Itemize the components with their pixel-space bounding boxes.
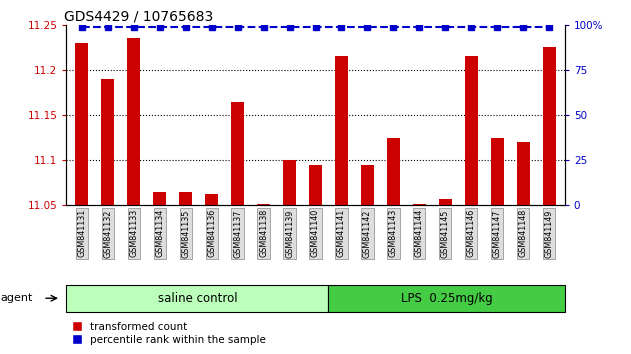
Text: GSM841145: GSM841145	[441, 209, 450, 258]
Text: GSM841140: GSM841140	[311, 209, 320, 257]
Text: LPS  0.25mg/kg: LPS 0.25mg/kg	[401, 292, 492, 305]
Text: GSM841149: GSM841149	[545, 209, 553, 258]
Text: GSM841148: GSM841148	[519, 209, 528, 257]
Bar	[66, 285, 329, 312]
Bar	[75, 43, 88, 205]
Bar	[309, 165, 322, 205]
Text: GSM841132: GSM841132	[103, 209, 112, 258]
Text: GSM841133: GSM841133	[129, 209, 138, 257]
Bar	[153, 192, 166, 205]
Text: GSM841134: GSM841134	[155, 209, 164, 257]
Bar	[231, 102, 244, 205]
Bar	[491, 138, 504, 205]
Text: GSM841136: GSM841136	[207, 209, 216, 257]
Bar	[102, 79, 114, 205]
Text: GSM841141: GSM841141	[337, 209, 346, 257]
Text: GSM841147: GSM841147	[493, 209, 502, 258]
Bar	[179, 192, 192, 205]
Bar	[543, 47, 556, 205]
Bar	[387, 138, 400, 205]
Text: GSM841139: GSM841139	[285, 209, 294, 258]
Text: GSM841142: GSM841142	[363, 209, 372, 258]
Text: GDS4429 / 10765683: GDS4429 / 10765683	[64, 10, 213, 24]
Text: GSM841146: GSM841146	[467, 209, 476, 257]
Bar	[127, 38, 140, 205]
Text: GSM841137: GSM841137	[233, 209, 242, 258]
Bar	[257, 204, 270, 205]
Bar	[335, 56, 348, 205]
Bar	[283, 160, 296, 205]
Text: GSM841144: GSM841144	[415, 209, 424, 257]
Bar	[413, 204, 426, 205]
Bar	[205, 194, 218, 205]
Text: GSM841131: GSM841131	[78, 209, 86, 257]
Text: GSM841138: GSM841138	[259, 209, 268, 257]
Bar	[517, 142, 529, 205]
Text: agent: agent	[0, 293, 32, 303]
Bar	[329, 285, 565, 312]
Bar	[439, 199, 452, 205]
Legend: transformed count, percentile rank within the sample: transformed count, percentile rank withi…	[71, 322, 266, 345]
Bar	[465, 56, 478, 205]
Text: GSM841135: GSM841135	[181, 209, 190, 258]
Bar	[361, 165, 374, 205]
Text: saline control: saline control	[158, 292, 237, 305]
Text: GSM841143: GSM841143	[389, 209, 398, 257]
